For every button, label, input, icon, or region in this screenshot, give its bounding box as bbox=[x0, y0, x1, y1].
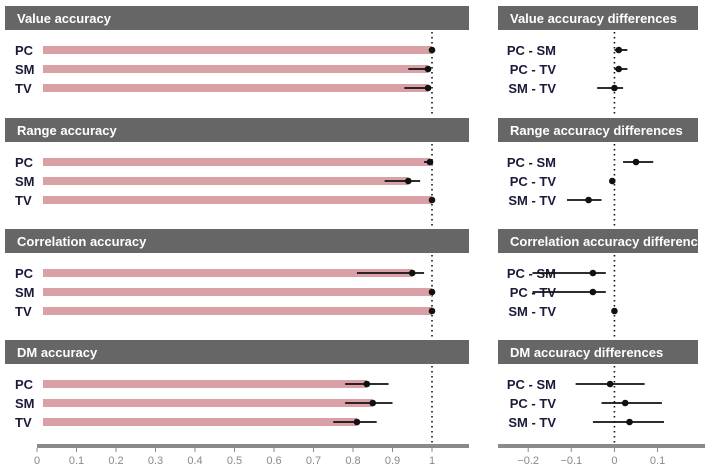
accuracy-panel: DM accuracy PC SM TV 0 0.1 0.2 0.3 0.4 0.5 0.6 0.7 0… bbox=[5, 340, 469, 467]
data-point bbox=[428, 46, 436, 54]
row-label-sm: SM bbox=[15, 285, 35, 300]
row-label-pc-sm: PC - SM bbox=[507, 43, 556, 58]
row-label-tv: TV bbox=[15, 81, 32, 96]
row-label-sm: SM bbox=[15, 62, 35, 77]
difference-panel: Range accuracy differences PC - SM PC - TV… bbox=[498, 118, 698, 228]
row-label-pc-sm: PC - SM bbox=[507, 155, 556, 170]
data-point bbox=[408, 269, 416, 277]
panel-header bbox=[5, 340, 469, 364]
panel-title: Range accuracy differences bbox=[510, 123, 683, 138]
bar bbox=[43, 84, 429, 92]
x-tick-label: 0.4 bbox=[187, 455, 202, 467]
x-tick-label: 0 bbox=[34, 455, 40, 467]
bar bbox=[43, 46, 432, 54]
row-label-pc: PC bbox=[15, 155, 34, 170]
row-label-pc-tv: PC - TV bbox=[510, 396, 557, 411]
panel-title: Value accuracy differences bbox=[510, 11, 677, 26]
row-label-tv: TV bbox=[15, 415, 32, 430]
bar bbox=[43, 158, 431, 166]
data-point bbox=[424, 84, 432, 92]
x-tick-label: 0.2 bbox=[108, 455, 123, 467]
x-tick-label: 0.8 bbox=[345, 455, 360, 467]
data-point bbox=[621, 399, 629, 407]
accuracy-panel: Correlation accuracy PC SM TV bbox=[5, 229, 469, 339]
row-label-sm-tv: SM - TV bbox=[508, 193, 556, 208]
panel-title: Value accuracy bbox=[17, 11, 112, 26]
panel-title: DM accuracy differences bbox=[510, 345, 663, 360]
row-label-pc: PC bbox=[15, 377, 34, 392]
data-point bbox=[615, 46, 623, 54]
x-tick-label: −0.1 bbox=[560, 455, 582, 467]
data-point bbox=[608, 177, 616, 185]
bar bbox=[43, 177, 409, 185]
accuracy-panel: Range accuracy PC SM TV bbox=[5, 118, 469, 228]
panel-header bbox=[5, 118, 469, 142]
bar bbox=[43, 418, 357, 426]
x-tick-label: 0 bbox=[611, 455, 617, 467]
panel-title: Correlation accuracy bbox=[17, 234, 147, 249]
row-label-pc-sm: PC - SM bbox=[507, 377, 556, 392]
row-label-tv: TV bbox=[15, 304, 32, 319]
data-point bbox=[589, 288, 597, 296]
data-point bbox=[589, 269, 597, 277]
panel-title: Range accuracy bbox=[17, 123, 117, 138]
bar bbox=[43, 399, 373, 407]
bar bbox=[43, 380, 367, 388]
x-tick-label: 0.6 bbox=[266, 455, 281, 467]
x-tick-label: 0.5 bbox=[227, 455, 242, 467]
data-point bbox=[615, 65, 623, 73]
bar bbox=[43, 65, 429, 73]
x-tick-label: −0.2 bbox=[517, 455, 539, 467]
panel-header bbox=[498, 6, 698, 30]
row-label-sm-tv: SM - TV bbox=[508, 304, 556, 319]
row-label-pc-tv: PC - TV bbox=[510, 62, 557, 77]
data-point bbox=[606, 380, 614, 388]
data-point bbox=[428, 307, 436, 315]
row-label-pc-sm: PC - SM bbox=[507, 266, 556, 281]
data-point bbox=[353, 418, 361, 426]
row-label-sm-tv: SM - TV bbox=[508, 81, 556, 96]
data-point bbox=[585, 196, 592, 204]
x-tick-label: 0.7 bbox=[306, 455, 321, 467]
row-label-sm: SM bbox=[15, 174, 35, 189]
accuracy-panel: Value accuracy PC SM TV bbox=[5, 6, 469, 116]
row-label-sm-tv: SM - TV bbox=[508, 415, 556, 430]
difference-panel: DM accuracy differences PC - SM PC - TV SM … bbox=[498, 340, 705, 467]
row-label-pc-tv: PC - TV bbox=[510, 174, 557, 189]
x-tick-label: 0.9 bbox=[385, 455, 400, 467]
panel-header bbox=[498, 340, 698, 364]
panel-title: DM accuracy bbox=[17, 345, 98, 360]
data-point bbox=[626, 418, 633, 426]
x-tick-label: 1 bbox=[429, 455, 435, 467]
data-point bbox=[424, 65, 432, 73]
panel-header bbox=[498, 118, 698, 142]
data-point bbox=[611, 84, 618, 92]
x-tick-label: 0.1 bbox=[69, 455, 84, 467]
data-point bbox=[426, 158, 434, 166]
panel-title: Correlation accuracy differences bbox=[510, 234, 712, 249]
panel-header bbox=[5, 6, 469, 30]
bar bbox=[43, 196, 432, 204]
row-label-tv: TV bbox=[15, 193, 32, 208]
bar bbox=[43, 307, 432, 315]
data-point bbox=[405, 177, 412, 185]
data-point bbox=[363, 380, 371, 388]
row-label-pc: PC bbox=[15, 266, 34, 281]
panel-header bbox=[5, 229, 469, 253]
row-label-pc: PC bbox=[15, 43, 34, 58]
difference-panel: Value accuracy differences PC - SM PC - TV… bbox=[498, 6, 698, 116]
x-tick-label: 0.1 bbox=[650, 455, 665, 467]
data-point bbox=[428, 288, 436, 296]
data-point bbox=[369, 399, 377, 407]
data-point bbox=[428, 196, 436, 204]
data-point bbox=[611, 307, 618, 315]
bar bbox=[43, 269, 413, 277]
data-point bbox=[632, 158, 640, 166]
panel-header bbox=[498, 229, 698, 253]
row-label-sm: SM bbox=[15, 396, 35, 411]
x-tick-label: 0.3 bbox=[148, 455, 163, 467]
bar bbox=[43, 288, 432, 296]
